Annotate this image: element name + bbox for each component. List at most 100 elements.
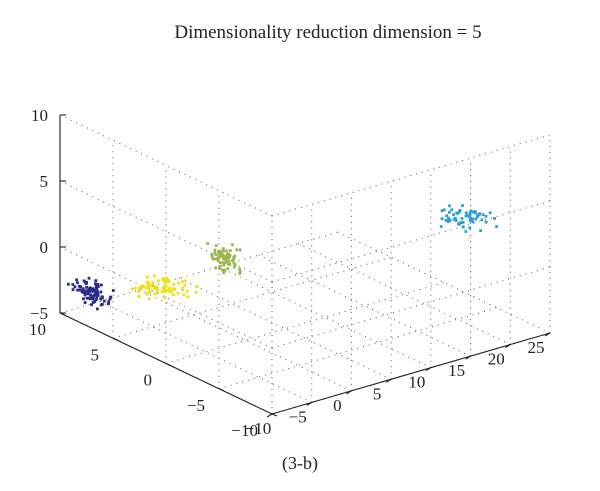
data-point [85, 286, 88, 289]
data-point [93, 299, 97, 303]
data-point [149, 289, 152, 293]
data-point [169, 289, 173, 292]
data-point [217, 250, 220, 254]
data-point [222, 249, 225, 253]
data-point [459, 221, 463, 224]
data-point [85, 292, 89, 295]
data-point [460, 217, 464, 220]
data-point [149, 284, 152, 288]
figure-caption: (3-b) [282, 453, 318, 474]
data-point [211, 257, 215, 261]
data-point [231, 243, 234, 247]
x-tick-mark [266, 413, 273, 418]
data-point [181, 280, 184, 283]
x-tick-label: 0 [333, 396, 342, 415]
data-point [155, 287, 159, 290]
data-point [95, 287, 98, 290]
data-point [82, 279, 86, 283]
data-point [82, 297, 85, 301]
data-point [96, 283, 100, 286]
z-tick-label: −5 [30, 304, 48, 323]
data-point [94, 284, 98, 288]
x-tick-label: 5 [373, 384, 382, 403]
series-cluster-3 [439, 204, 498, 233]
grid-line [271, 200, 551, 283]
data-point [442, 208, 446, 212]
grid-line [337, 231, 551, 334]
data-point [76, 288, 79, 292]
data-point [140, 286, 144, 290]
data-point [90, 294, 94, 298]
data-point [92, 296, 95, 299]
data-point [82, 289, 85, 293]
data-point [210, 253, 214, 256]
data-point [206, 242, 210, 245]
data-point [238, 248, 242, 252]
series-cluster-4 [130, 274, 199, 301]
data-point [162, 277, 165, 280]
data-point [133, 286, 137, 290]
data-point [111, 289, 115, 292]
data-point [173, 288, 177, 291]
data-point [186, 295, 190, 299]
data-point [102, 299, 106, 303]
data-point [165, 276, 169, 280]
data-point [166, 288, 170, 292]
data-point [137, 286, 141, 290]
data-point [214, 266, 217, 270]
grid-line [59, 231, 339, 314]
data-point [227, 263, 231, 266]
data-point [221, 247, 225, 250]
data-point [165, 278, 168, 282]
x-tick-mark [505, 344, 511, 349]
data-point [75, 278, 78, 282]
data-point [99, 290, 103, 294]
data-point [90, 303, 93, 307]
data-point [89, 297, 92, 301]
data-point [164, 290, 168, 293]
data-point [162, 285, 166, 289]
data-point [479, 229, 482, 233]
z-tick-label: 5 [40, 172, 49, 191]
data-point [464, 211, 468, 215]
data-point [99, 297, 103, 301]
x-tick-mark [465, 355, 471, 360]
data-point [71, 283, 75, 286]
data-point [94, 282, 97, 286]
grid-line [165, 282, 445, 364]
data-point [96, 294, 100, 297]
data-point [185, 289, 189, 293]
data-point [222, 263, 226, 267]
data-point [96, 307, 99, 311]
chart-title: Dimensionality reduction dimension = 5 [174, 22, 481, 43]
data-point [107, 302, 110, 306]
data-point [448, 210, 451, 214]
data-point [218, 261, 222, 265]
data-point [466, 214, 470, 217]
data-point [162, 287, 165, 290]
series-cluster-1 [66, 276, 115, 311]
data-point [468, 211, 472, 214]
grid-line [178, 277, 392, 380]
z-tick-label: 0 [40, 238, 49, 257]
data-point [195, 285, 199, 289]
data-point [91, 301, 95, 304]
y-tick-label: 10 [29, 320, 46, 339]
data-point [468, 213, 472, 217]
data-point [476, 215, 479, 219]
data-point [183, 283, 187, 287]
x-tick-mark [425, 367, 432, 372]
data-point [177, 281, 180, 285]
data-point [94, 298, 98, 302]
data-point [221, 261, 225, 265]
data-point [85, 296, 89, 300]
data-point [144, 286, 148, 290]
data-point [92, 289, 96, 292]
data-point [484, 214, 488, 218]
data-point [488, 211, 492, 215]
data-point [474, 211, 478, 215]
data-point [447, 218, 451, 222]
data-point [232, 265, 236, 269]
data-point [440, 217, 444, 221]
data-point [151, 282, 155, 285]
